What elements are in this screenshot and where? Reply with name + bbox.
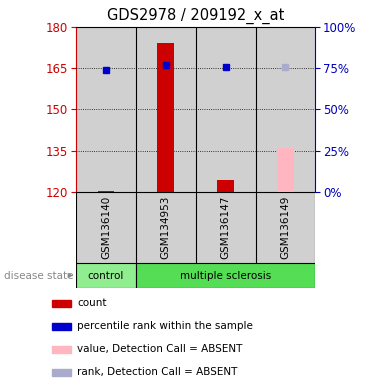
Text: rank, Detection Call = ABSENT: rank, Detection Call = ABSENT [78, 367, 238, 377]
Bar [76, 192, 136, 263]
Bar [52, 369, 71, 376]
Text: multiple sclerosis: multiple sclerosis [180, 270, 271, 281]
Bar [255, 192, 315, 263]
Bar [98, 190, 114, 192]
Text: count: count [78, 298, 107, 308]
Bar [196, 27, 255, 192]
Bar [52, 346, 71, 353]
Text: percentile rank within the sample: percentile rank within the sample [78, 321, 253, 331]
Bar [157, 43, 174, 192]
Text: GSM134953: GSM134953 [161, 195, 171, 259]
Text: GSM136149: GSM136149 [280, 195, 290, 259]
Text: control: control [88, 270, 124, 281]
Bar [76, 27, 136, 192]
Bar [76, 263, 136, 288]
Bar [52, 300, 71, 306]
Text: GSM136140: GSM136140 [101, 195, 111, 259]
Bar [52, 323, 71, 329]
Bar [136, 27, 196, 192]
Text: GSM136147: GSM136147 [221, 195, 231, 259]
Bar [136, 263, 315, 288]
Bar [255, 27, 315, 192]
Bar [136, 192, 196, 263]
Text: disease state: disease state [4, 270, 73, 281]
Bar [277, 148, 294, 192]
Text: value, Detection Call = ABSENT: value, Detection Call = ABSENT [78, 344, 243, 354]
Bar [217, 180, 234, 192]
Bar [196, 192, 255, 263]
Title: GDS2978 / 209192_x_at: GDS2978 / 209192_x_at [107, 8, 284, 24]
